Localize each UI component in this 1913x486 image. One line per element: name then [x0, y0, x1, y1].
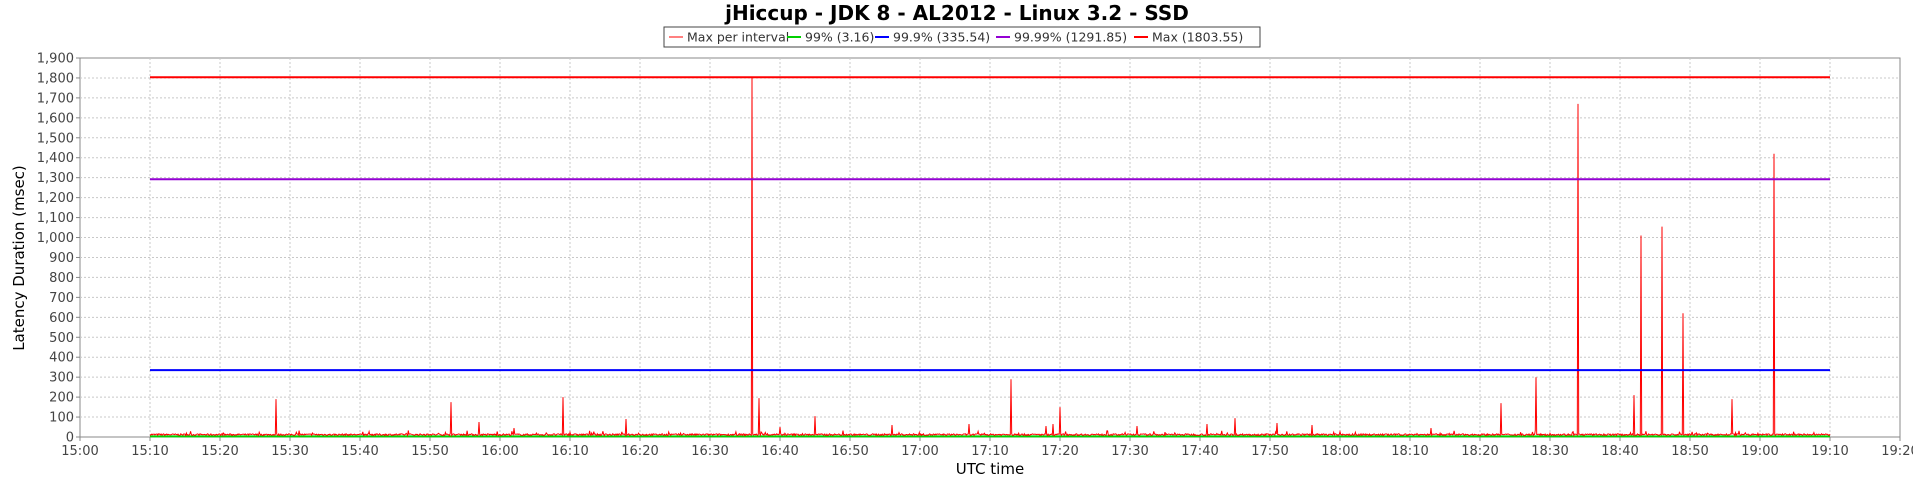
x-tick-label: 15:30	[271, 444, 308, 459]
y-tick-label: 300	[49, 371, 74, 386]
x-tick-label: 17:30	[1111, 444, 1148, 459]
legend: Max per interval 99% (3.16) 99.9% (335.54)…	[663, 26, 1261, 48]
y-tick-label: 1,900	[37, 52, 74, 67]
x-axis: 15:00 15:10 15:20 15:30 15:40 15:50 16:00 16:10…	[61, 437, 1913, 459]
x-tick-label: 17:00	[901, 444, 938, 459]
x-tick-label: 18:50	[1671, 444, 1708, 459]
y-axis: 0 100 200 300 400 500 600 700 800 900 1,000 1,100 1,…	[37, 52, 80, 446]
y-tick-label: 200	[49, 391, 74, 406]
x-tick-label: 15:50	[411, 444, 448, 459]
gridlines	[80, 58, 1900, 437]
x-tick-label: 19:20	[1881, 444, 1913, 459]
y-tick-label: 1,500	[37, 131, 74, 146]
y-tick-label: 1,000	[37, 231, 74, 246]
x-tick-label: 18:40	[1601, 444, 1638, 459]
x-tick-label: 17:20	[1041, 444, 1078, 459]
series-group	[149, 76, 1831, 438]
x-tick-label: 16:30	[691, 444, 728, 459]
legend-label: 99.9% (335.54)	[893, 30, 990, 45]
y-tick-label: 1,700	[37, 91, 74, 106]
x-tick-label: 17:10	[971, 444, 1008, 459]
y-tick-label: 600	[49, 311, 74, 326]
legend-label: Max (1803.55)	[1152, 30, 1243, 45]
y-tick-label: 1,300	[37, 171, 74, 186]
legend-label: Max per interval	[687, 30, 789, 45]
y-tick-label: 1,100	[37, 211, 74, 226]
x-tick-label: 17:40	[1181, 444, 1218, 459]
y-tick-label: 400	[49, 351, 74, 366]
x-tick-label: 16:00	[481, 444, 518, 459]
y-tick-label: 0	[66, 431, 74, 446]
x-tick-label: 16:40	[761, 444, 798, 459]
legend-label: 99.99% (1291.85)	[1014, 30, 1127, 45]
y-tick-label: 1,600	[37, 111, 74, 126]
x-axis-label: UTC time	[956, 460, 1024, 478]
x-tick-label: 16:50	[831, 444, 868, 459]
x-tick-label: 16:10	[551, 444, 588, 459]
x-tick-label: 15:40	[341, 444, 378, 459]
x-tick-label: 15:10	[131, 444, 168, 459]
y-tick-label: 1,200	[37, 191, 74, 206]
y-tick-label: 800	[49, 271, 74, 286]
chart-title: jHiccup - JDK 8 - AL2012 - Linux 3.2 - S…	[724, 1, 1189, 25]
y-tick-label: 1,800	[37, 71, 74, 86]
x-tick-label: 15:20	[201, 444, 238, 459]
legend-label: 99% (3.16)	[805, 30, 874, 45]
x-tick-label: 19:00	[1741, 444, 1778, 459]
y-tick-label: 700	[49, 291, 74, 306]
series-max-per-interval	[149, 77, 1831, 438]
y-tick-label: 1,400	[37, 151, 74, 166]
x-tick-label: 18:10	[1391, 444, 1428, 459]
x-tick-label: 18:20	[1461, 444, 1498, 459]
y-tick-label: 500	[49, 331, 74, 346]
y-axis-label: Latency Duration (msec)	[10, 165, 28, 351]
x-tick-label: 18:00	[1321, 444, 1358, 459]
x-tick-label: 15:00	[61, 444, 98, 459]
x-tick-label: 16:20	[621, 444, 658, 459]
x-tick-label: 19:10	[1811, 444, 1848, 459]
legend-box	[663, 26, 1261, 48]
y-tick-label: 900	[49, 251, 74, 266]
x-tick-label: 17:50	[1251, 444, 1288, 459]
x-tick-label: 18:30	[1531, 444, 1568, 459]
y-tick-label: 100	[49, 411, 74, 426]
